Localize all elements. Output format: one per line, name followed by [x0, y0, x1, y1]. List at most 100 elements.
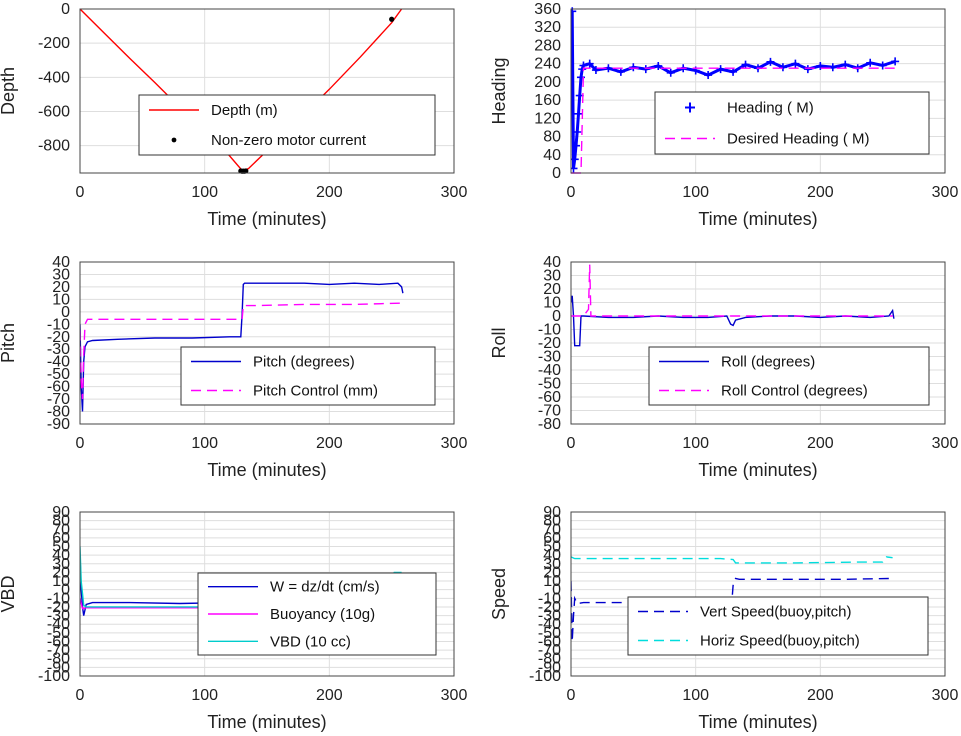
series-heading-0-marker [629, 63, 638, 72]
series-heading-0-marker [574, 109, 583, 118]
legend: Depth (m) Non-zero motor current [138, 94, 436, 156]
y-tick-label: 40 [52, 547, 70, 564]
x-axis-label: Time (minutes) [698, 209, 817, 229]
series-heading-0-marker [816, 61, 825, 70]
series-depth-1-point [243, 168, 249, 174]
y-tick-label: 0 [552, 582, 561, 599]
y-tick-label: -30 [538, 349, 561, 366]
y-tick-label: 50 [543, 539, 561, 556]
y-tick-label: -50 [47, 366, 70, 383]
legend-label: Vert Speed(buoy,pitch) [700, 604, 851, 621]
legend-label: W = dz/dt (cm/s) [270, 579, 380, 596]
y-tick-label: 30 [543, 268, 561, 285]
legend-label: Roll Control (degrees) [721, 383, 868, 400]
y-tick-label: 20 [52, 564, 70, 581]
legend-box [654, 91, 930, 155]
y-tick-label: -90 [47, 416, 70, 433]
y-tick-label: -40 [47, 354, 70, 371]
x-tick-label: 300 [441, 687, 468, 704]
panel-roll: 0 100 200 300403020100-10-20-30-40-50-60-70… [489, 254, 958, 480]
series-heading-0-marker [741, 60, 750, 69]
y-tick-label: -70 [538, 403, 561, 420]
x-axis-label: Time (minutes) [207, 460, 326, 480]
x-tick-label: 100 [191, 687, 218, 704]
series-heading-0-marker [616, 67, 625, 76]
y-tick-label: -100 [529, 668, 561, 685]
y-tick-label: 280 [534, 37, 561, 54]
y-tick-label: -40 [538, 362, 561, 379]
y-tick-label: 240 [534, 56, 561, 73]
data-layer [80, 8, 403, 174]
x-tick-label: 100 [191, 435, 218, 452]
x-axis-label: Time (minutes) [698, 712, 817, 732]
y-tick-label: -10 [47, 590, 70, 607]
y-tick-label: 40 [543, 147, 561, 164]
x-tick-label: 300 [932, 687, 959, 704]
y-tick-label: -400 [38, 69, 70, 86]
x-tick-label: 0 [76, 435, 85, 452]
y-tick-label: -10 [47, 316, 70, 333]
y-tick-label: 160 [534, 92, 561, 109]
axes-frame [570, 261, 946, 425]
legend-box [648, 346, 930, 406]
y-tick-label: 10 [52, 573, 70, 590]
legend-label: Horiz Speed(buoy,pitch) [700, 633, 860, 650]
y-axis-label: Pitch [0, 323, 18, 363]
y-tick-label: -60 [47, 379, 70, 396]
x-tick-label: 0 [76, 687, 85, 704]
x-tick-label: 0 [567, 435, 576, 452]
series-heading-0-marker [666, 68, 675, 77]
legend-swatch [171, 137, 177, 143]
y-tick-label: -200 [38, 35, 70, 52]
y-tick-label: 30 [52, 556, 70, 573]
panel-speed: 0 100 200 3009080706050403020100-10-20-30-4… [489, 504, 958, 732]
axes-frame [570, 511, 946, 677]
series-heading-0-marker [729, 67, 738, 76]
x-tick-label: 300 [932, 435, 959, 452]
y-tick-label: -80 [538, 416, 561, 433]
y-tick-label: -60 [47, 633, 70, 650]
x-tick-label: 200 [316, 687, 343, 704]
y-tick-label: -70 [538, 642, 561, 659]
series-pitch-1-line [80, 302, 402, 400]
series-heading-0-marker [571, 141, 580, 150]
legend: Roll (degrees) Roll Control (degrees) [648, 346, 930, 406]
y-tick-label: 0 [552, 308, 561, 325]
y-tick-label: -30 [47, 608, 70, 625]
series-heading-0-marker [891, 57, 900, 66]
x-tick-label: 200 [807, 184, 834, 201]
y-tick-label: -20 [538, 335, 561, 352]
y-tick-label: 20 [543, 281, 561, 298]
x-axis-label: Time (minutes) [698, 460, 817, 480]
axes-frame [79, 261, 455, 425]
y-axis-label: Heading [489, 57, 509, 124]
x-tick-label: 200 [316, 435, 343, 452]
legend-box [627, 596, 929, 656]
y-tick-label: 80 [543, 129, 561, 146]
legend: Vert Speed(buoy,pitch) Horiz Speed(buoy,p… [627, 596, 929, 656]
y-tick-label: -60 [538, 633, 561, 650]
x-tick-label: 200 [316, 184, 343, 201]
y-tick-label: 10 [543, 573, 561, 590]
series-heading-0-marker [766, 57, 775, 66]
y-tick-label: 30 [52, 266, 70, 283]
y-tick-label: -80 [47, 404, 70, 421]
y-axis-label: Roll [489, 327, 509, 358]
series-depth-1-point [389, 16, 395, 22]
x-tick-label: 0 [567, 687, 576, 704]
y-tick-label: 90 [52, 504, 70, 521]
y-tick-label: 0 [552, 165, 561, 182]
series-heading-0-marker [578, 65, 587, 74]
axes-frame [570, 8, 946, 174]
y-tick-label: -20 [47, 329, 70, 346]
legend-label: Buoyancy (10g) [270, 606, 375, 623]
y-axis-label: Speed [489, 568, 509, 620]
series-heading-0-marker [803, 65, 812, 74]
y-tick-label: 50 [52, 539, 70, 556]
y-tick-label: 90 [543, 504, 561, 521]
series-heading-0-marker [828, 63, 837, 72]
x-tick-label: 200 [807, 687, 834, 704]
series-heading-0-marker [641, 65, 650, 74]
series-heading-0-marker [585, 59, 594, 68]
